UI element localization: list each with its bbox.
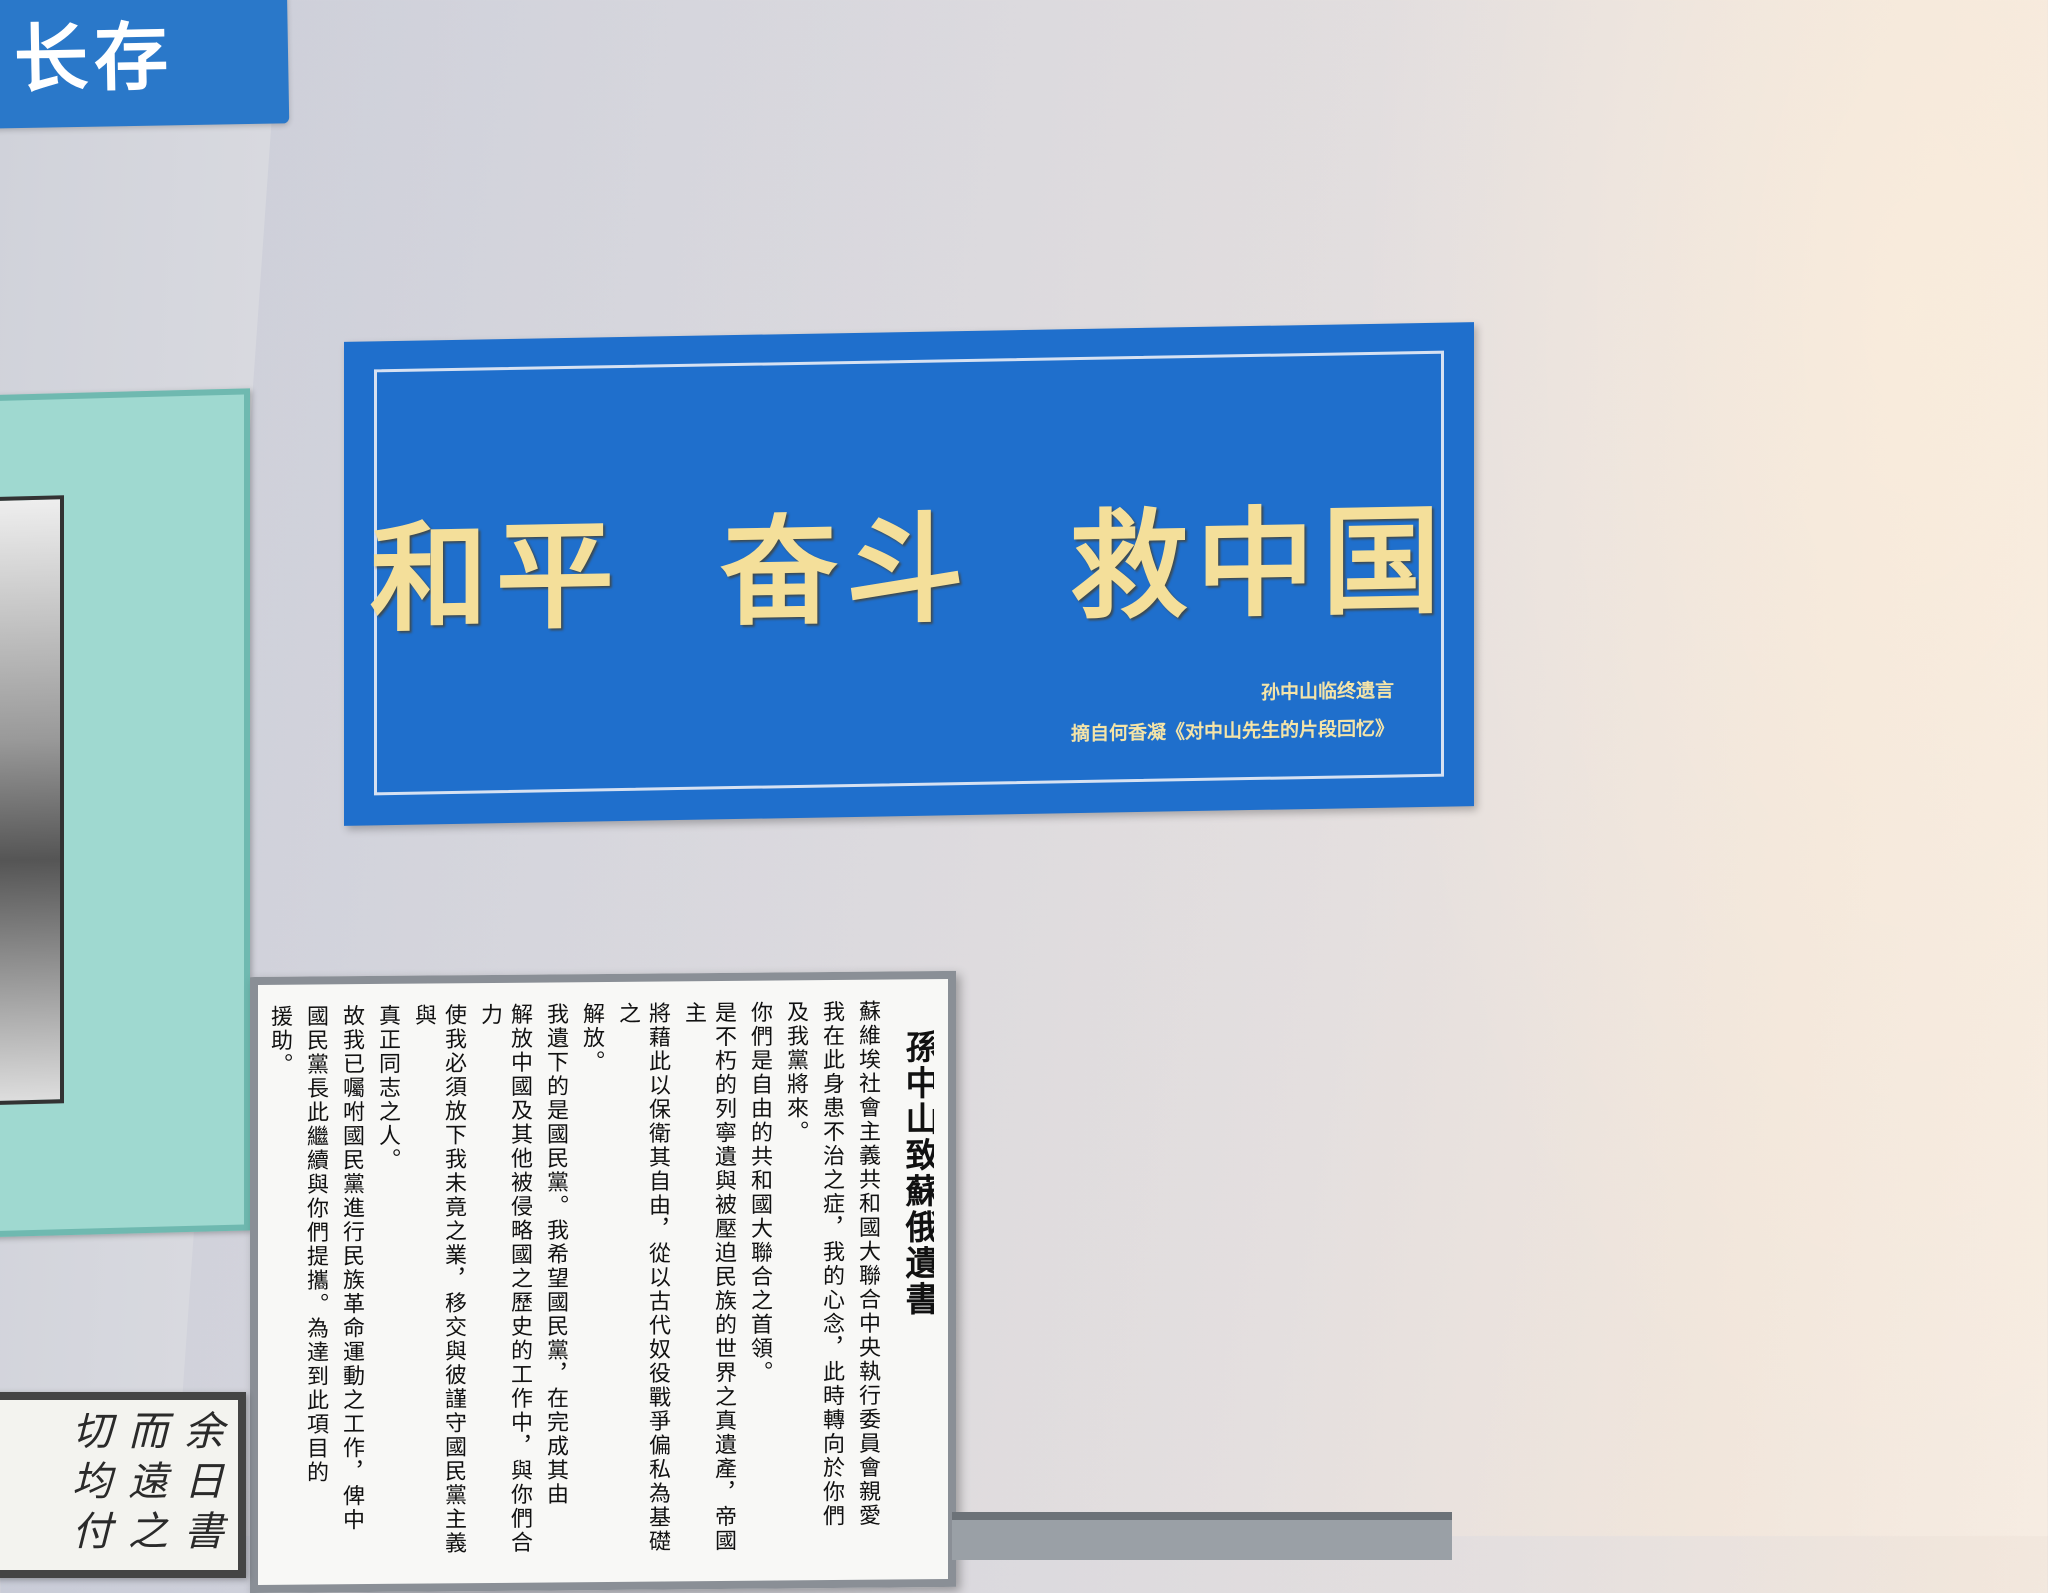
panel-photo	[0, 495, 64, 1106]
letter-document: 孫中山致蘇俄遺書 蘇維埃社會主義共和國大聯合中央執行委員會親愛 我在此身患不治之症…	[250, 970, 956, 1593]
calligraphy-frame: 余日書 而遠之 切均付	[0, 1392, 246, 1578]
document-column: 故我已囑咐國民黨進行民族革命運動之工作，俾中	[339, 1004, 364, 1533]
document-column: 你們是自由的共和國大聯合之首領。	[747, 1000, 772, 1385]
bottom-frame-edge	[952, 1512, 1452, 1560]
document-column: 蘇維埃社會主義共和國大聯合中央執行委員會親愛	[855, 999, 880, 1528]
mint-photo-panel	[0, 388, 250, 1238]
document-column: 是不朽的列寧遺與被壓迫民族的世界之真遺產，帝國主	[681, 1000, 736, 1554]
document-column: 真正同志之人。	[375, 1003, 400, 1172]
document-column: 親愛的同志，當此與你們訣別之際，我願表示我熱	[250, 1005, 256, 1534]
calligraphy-text: 余日書 而遠之 切均付	[65, 1410, 223, 1560]
document-column: 使我必須放下我未竟之業，移交與彼謹守國民黨主義與	[411, 1003, 466, 1556]
document-column: 解放。	[579, 1001, 604, 1075]
document-column: 我在此身患不治之症，我的心念，此時轉向於你們	[819, 999, 844, 1529]
document-column: 援助。	[267, 1004, 292, 1077]
top-banner: 长存	[0, 0, 290, 129]
document-columns: 孫中山致蘇俄遺書 蘇維埃社會主義共和國大聯合中央執行委員會親愛 我在此身患不治之症…	[250, 999, 934, 1593]
top-banner-text: 长存	[13, 14, 175, 104]
document-column: 解放中國及其他被侵略國之歷史的工作中，與你們合力	[477, 1002, 532, 1555]
plaque-title: 和平 奋斗 救中国	[369, 490, 1449, 649]
document-column: 我遺下的是國民黨。我希望國民黨，在完成其由	[543, 1002, 568, 1507]
document-title: 孫中山致蘇俄遺書	[904, 1029, 934, 1318]
document-column: 及我黨將來。	[783, 1000, 808, 1145]
plaque-source-line2: 摘自何香凝《对中山先生的片段回忆》	[1070, 717, 1394, 746]
document-column: 將藉此以保衛其自由，從以古代奴役戰爭偏私為基礎之	[615, 1001, 670, 1554]
document-column: 國民黨長此繼續與你們提攜。為達到此項目的	[303, 1004, 328, 1485]
quote-plaque: 和平 奋斗 救中国 孙中山临终遗言 摘自何香凝《对中山先生的片段回忆》	[344, 322, 1474, 826]
plaque-source-line1: 孙中山临终遗言	[1260, 679, 1394, 704]
